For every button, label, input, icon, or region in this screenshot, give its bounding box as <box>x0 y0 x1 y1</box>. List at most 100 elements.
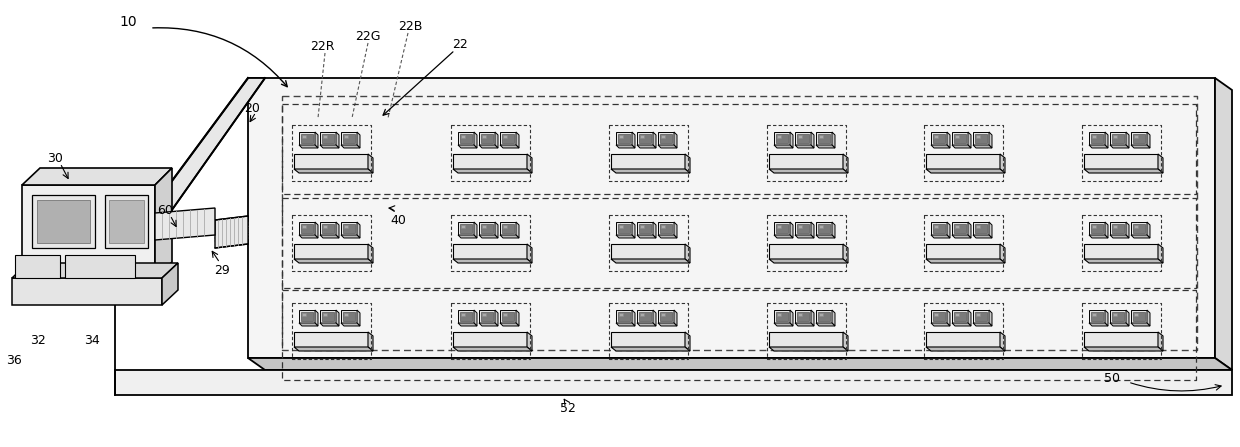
Polygon shape <box>637 145 656 148</box>
Polygon shape <box>947 310 950 326</box>
Polygon shape <box>461 135 465 138</box>
Polygon shape <box>341 235 360 238</box>
Polygon shape <box>769 347 848 351</box>
Polygon shape <box>357 222 360 238</box>
Text: 20: 20 <box>244 101 260 114</box>
Polygon shape <box>336 310 339 326</box>
Polygon shape <box>660 312 672 321</box>
Polygon shape <box>322 312 334 321</box>
Polygon shape <box>495 132 498 148</box>
Polygon shape <box>32 195 95 248</box>
Polygon shape <box>1215 78 1233 370</box>
Polygon shape <box>460 134 472 143</box>
Polygon shape <box>341 145 360 148</box>
Polygon shape <box>500 310 516 323</box>
Polygon shape <box>1114 135 1117 138</box>
Polygon shape <box>811 222 813 238</box>
Polygon shape <box>799 313 802 316</box>
Polygon shape <box>843 332 848 351</box>
Polygon shape <box>500 235 520 238</box>
Polygon shape <box>975 224 987 233</box>
Polygon shape <box>105 195 148 248</box>
Polygon shape <box>15 255 60 278</box>
Polygon shape <box>479 132 495 145</box>
Polygon shape <box>811 132 813 148</box>
Polygon shape <box>616 132 632 145</box>
Polygon shape <box>460 224 472 233</box>
Polygon shape <box>955 225 959 228</box>
Polygon shape <box>1110 323 1128 326</box>
Polygon shape <box>500 132 516 145</box>
Polygon shape <box>162 263 179 305</box>
Polygon shape <box>215 234 248 239</box>
Polygon shape <box>1110 145 1128 148</box>
Polygon shape <box>1114 313 1117 316</box>
Polygon shape <box>774 323 794 326</box>
Polygon shape <box>632 222 635 238</box>
Polygon shape <box>341 132 357 145</box>
Polygon shape <box>658 132 675 145</box>
Polygon shape <box>343 224 355 233</box>
Text: 22B: 22B <box>398 21 422 34</box>
Polygon shape <box>37 200 91 243</box>
Polygon shape <box>777 313 781 316</box>
Polygon shape <box>322 135 327 138</box>
Polygon shape <box>1135 313 1138 316</box>
Polygon shape <box>776 134 787 143</box>
Polygon shape <box>1158 244 1163 263</box>
Polygon shape <box>1110 132 1126 145</box>
Polygon shape <box>769 154 843 169</box>
Polygon shape <box>769 169 848 173</box>
Polygon shape <box>1091 134 1104 143</box>
Polygon shape <box>1135 225 1138 228</box>
Polygon shape <box>109 200 144 243</box>
Polygon shape <box>155 208 215 240</box>
Polygon shape <box>661 225 665 228</box>
Polygon shape <box>495 310 498 326</box>
Polygon shape <box>611 154 684 169</box>
Polygon shape <box>675 310 677 326</box>
Polygon shape <box>776 224 787 233</box>
Polygon shape <box>818 312 830 321</box>
Polygon shape <box>1092 225 1096 228</box>
Polygon shape <box>926 169 1004 173</box>
Polygon shape <box>1110 310 1126 323</box>
Polygon shape <box>790 132 794 148</box>
Polygon shape <box>1091 312 1104 321</box>
Polygon shape <box>453 259 532 263</box>
Polygon shape <box>799 225 802 228</box>
Polygon shape <box>1114 225 1117 228</box>
Polygon shape <box>458 145 477 148</box>
Polygon shape <box>954 312 966 321</box>
Polygon shape <box>1084 169 1163 173</box>
Text: 10: 10 <box>119 15 136 29</box>
Polygon shape <box>1105 310 1109 326</box>
Polygon shape <box>616 145 635 148</box>
Polygon shape <box>619 225 622 228</box>
Polygon shape <box>482 225 486 228</box>
Polygon shape <box>315 310 317 326</box>
Polygon shape <box>975 134 987 143</box>
Text: 29: 29 <box>215 263 229 277</box>
Polygon shape <box>976 313 980 316</box>
Polygon shape <box>843 244 848 263</box>
Polygon shape <box>1135 135 1138 138</box>
Polygon shape <box>637 235 656 238</box>
Polygon shape <box>832 132 835 148</box>
Polygon shape <box>968 222 971 238</box>
Polygon shape <box>934 313 937 316</box>
Polygon shape <box>973 235 992 238</box>
Polygon shape <box>479 323 498 326</box>
Text: 22R: 22R <box>310 41 335 54</box>
Polygon shape <box>660 224 672 233</box>
Polygon shape <box>502 134 515 143</box>
Polygon shape <box>215 225 248 230</box>
Polygon shape <box>661 135 665 138</box>
Polygon shape <box>661 313 665 316</box>
Polygon shape <box>215 237 248 242</box>
Polygon shape <box>294 244 368 259</box>
Polygon shape <box>215 216 248 248</box>
Polygon shape <box>934 225 937 228</box>
Polygon shape <box>315 222 317 238</box>
Text: 40: 40 <box>391 214 405 227</box>
